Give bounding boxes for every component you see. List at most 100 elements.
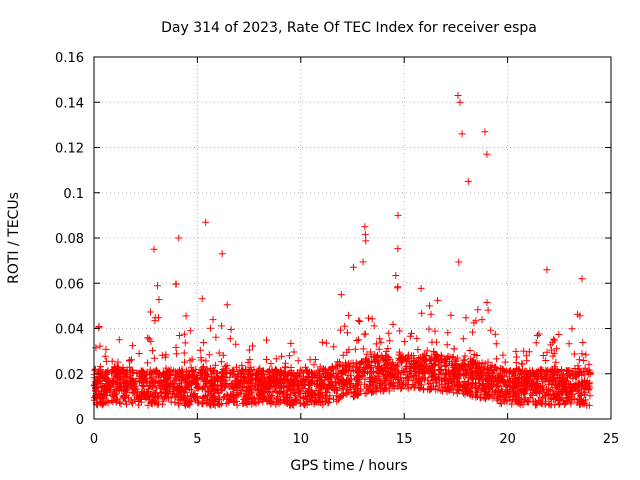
data-point <box>217 387 225 394</box>
data-point <box>473 384 480 392</box>
data-point <box>389 320 397 328</box>
data-point <box>129 342 137 350</box>
data-point <box>411 357 419 365</box>
data-point <box>400 379 407 387</box>
data-point <box>368 374 376 382</box>
data-point <box>154 282 161 290</box>
data-point <box>250 366 258 374</box>
data-point <box>216 401 224 409</box>
data-point <box>97 380 105 387</box>
data-point <box>506 390 514 398</box>
data-point <box>464 177 472 185</box>
data-point <box>533 378 541 386</box>
data-point <box>243 400 251 407</box>
data-point <box>447 384 455 392</box>
data-point <box>284 394 292 401</box>
data-point <box>294 389 302 397</box>
data-point <box>217 358 225 366</box>
data-point <box>351 345 359 353</box>
data-point <box>245 367 253 375</box>
data-point <box>368 353 376 361</box>
data-point <box>259 393 267 401</box>
data-point <box>245 346 253 354</box>
data-point <box>201 393 209 400</box>
data-point <box>522 352 530 360</box>
data-point <box>232 377 240 385</box>
data-point <box>253 384 261 392</box>
data-point <box>372 387 380 395</box>
data-point <box>339 351 347 359</box>
data-point <box>130 381 138 389</box>
data-point <box>100 383 108 391</box>
data-point <box>524 377 532 385</box>
data-point <box>580 370 588 378</box>
data-point <box>146 382 153 390</box>
data-point <box>147 308 154 316</box>
data-point <box>336 377 344 385</box>
data-point <box>153 400 161 408</box>
data-point <box>329 365 337 373</box>
data-point <box>345 386 353 394</box>
data-point <box>574 371 582 379</box>
data-point <box>430 348 438 355</box>
data-point <box>417 284 425 292</box>
data-point <box>206 364 214 372</box>
data-point <box>212 333 220 341</box>
data-point <box>202 371 210 379</box>
data-point <box>354 390 362 398</box>
data-point <box>572 386 580 394</box>
data-point <box>495 392 503 400</box>
data-point <box>342 390 350 398</box>
data-point <box>443 341 451 349</box>
data-point <box>114 365 121 373</box>
data-point <box>425 325 433 333</box>
data-point <box>472 317 480 325</box>
data-point <box>394 245 402 253</box>
data-point <box>171 377 179 385</box>
data-point <box>461 384 469 391</box>
data-point <box>107 383 115 391</box>
data-point <box>401 338 409 346</box>
data-point <box>521 385 529 392</box>
x-tick-label: 0 <box>90 432 98 447</box>
x-tick-label: 25 <box>603 432 620 447</box>
data-point <box>579 339 587 346</box>
data-point <box>483 370 491 378</box>
data-point <box>525 398 533 406</box>
data-point <box>434 296 442 304</box>
data-point <box>425 380 433 388</box>
y-tick-label: 0.1 <box>63 187 84 202</box>
data-point <box>576 312 584 320</box>
data-point <box>490 367 498 375</box>
data-point <box>581 364 589 372</box>
data-point <box>147 337 155 345</box>
data-point <box>117 382 125 390</box>
data-point <box>390 385 398 392</box>
data-point <box>503 382 511 390</box>
data-point <box>413 334 421 342</box>
data-point <box>456 98 464 106</box>
data-point <box>392 272 400 279</box>
data-point <box>583 377 591 385</box>
data-point <box>475 360 483 368</box>
data-point <box>470 351 478 358</box>
data-point <box>518 379 526 386</box>
data-point <box>274 395 282 403</box>
data-point <box>543 375 551 383</box>
data-point <box>158 351 166 359</box>
data-point <box>443 354 451 362</box>
data-point <box>385 329 393 337</box>
data-point <box>314 381 321 389</box>
y-tick-label: 0.08 <box>55 232 84 247</box>
data-point <box>171 392 179 400</box>
data-point <box>493 382 500 390</box>
data-point <box>334 358 342 366</box>
data-point <box>353 392 361 399</box>
data-point <box>411 381 419 389</box>
data-point <box>149 383 157 390</box>
data-point <box>276 374 284 382</box>
data-point <box>208 378 215 386</box>
data-point <box>303 368 311 376</box>
data-point <box>426 356 434 364</box>
data-point <box>503 397 511 405</box>
